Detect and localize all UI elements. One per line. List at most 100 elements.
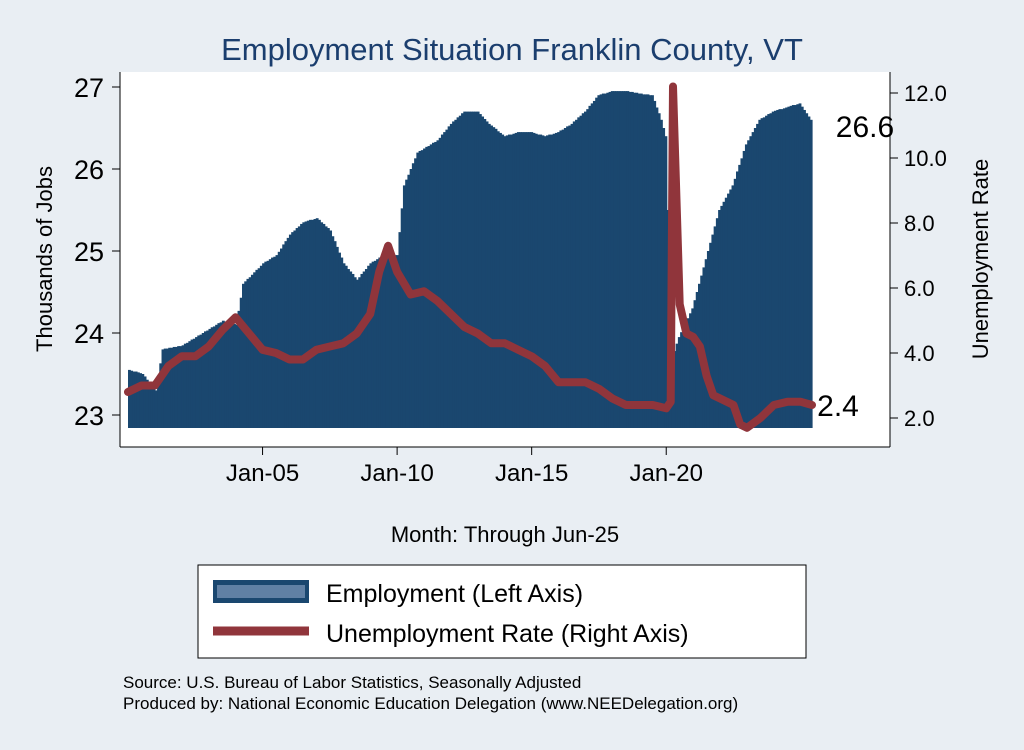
employment-bar bbox=[809, 119, 813, 429]
employment-bar bbox=[192, 338, 196, 428]
employment-bar bbox=[622, 91, 625, 428]
employment-bar bbox=[344, 265, 348, 428]
employment-bar bbox=[744, 144, 748, 428]
employment-bar bbox=[277, 251, 281, 428]
employment-bar bbox=[326, 228, 330, 428]
employment-bar bbox=[548, 134, 552, 428]
employment-bar bbox=[637, 93, 641, 428]
employment-bar bbox=[563, 128, 567, 428]
employment-bar bbox=[626, 91, 630, 428]
employment-bar bbox=[780, 109, 784, 428]
employment-bar bbox=[523, 132, 527, 428]
employment-bar bbox=[720, 205, 724, 428]
employment-bar bbox=[364, 269, 368, 428]
employment-bar bbox=[228, 322, 232, 428]
employment-bar bbox=[360, 273, 364, 428]
employment-bar bbox=[376, 259, 379, 428]
employment-bar bbox=[282, 244, 286, 428]
employment-bar bbox=[613, 91, 616, 428]
employment-bar bbox=[756, 123, 759, 429]
employment-bar bbox=[601, 93, 605, 428]
employment-bar bbox=[128, 369, 131, 428]
employment-bar bbox=[275, 255, 279, 428]
employment-bar bbox=[639, 93, 643, 428]
employment-bar bbox=[139, 373, 143, 428]
employment-bar bbox=[302, 222, 306, 428]
employment-bar bbox=[382, 255, 386, 428]
employment-bar bbox=[322, 223, 326, 428]
employment-bar bbox=[154, 390, 158, 428]
employment-bar bbox=[749, 136, 753, 428]
employment-bar bbox=[447, 126, 451, 429]
employment-bar bbox=[358, 277, 362, 428]
employment-bar bbox=[751, 132, 755, 428]
employment-bar bbox=[329, 230, 333, 428]
unemployment-line-path bbox=[124, 82, 816, 432]
employment-bar bbox=[369, 263, 373, 428]
employment-bar bbox=[771, 111, 775, 428]
employment-bar bbox=[633, 92, 637, 429]
employment-bar bbox=[206, 330, 210, 428]
x-tick-label: Jan-15 bbox=[495, 460, 568, 487]
employment-bar bbox=[635, 92, 639, 429]
employment-bar bbox=[487, 123, 491, 429]
employment-bar bbox=[662, 128, 666, 428]
employment-bar bbox=[349, 271, 353, 428]
employment-bar bbox=[197, 335, 201, 428]
source-note: Source: U.S. Bureau of Labor Statistics,… bbox=[123, 673, 581, 692]
employment-bar bbox=[286, 237, 290, 428]
employment-bar bbox=[237, 310, 241, 428]
employment-bar bbox=[449, 123, 453, 429]
employment-bar bbox=[130, 370, 134, 428]
employment-bar bbox=[373, 260, 377, 428]
employment-bar bbox=[530, 132, 534, 428]
employment-bar bbox=[385, 255, 388, 428]
employment-bar bbox=[572, 121, 576, 428]
y-right-axis-title: Unemployment Rate bbox=[968, 159, 993, 360]
employment-bar bbox=[217, 323, 221, 428]
y-left-tick-label: 24 bbox=[74, 319, 104, 349]
employment-bar bbox=[163, 348, 167, 428]
employment-bar bbox=[664, 136, 668, 428]
employment-bar bbox=[454, 119, 458, 429]
employment-bar bbox=[595, 97, 599, 428]
employment-bar bbox=[195, 337, 198, 428]
employment-bar bbox=[800, 106, 804, 429]
employment-bar bbox=[796, 104, 800, 428]
employment-bar bbox=[512, 133, 516, 429]
employment-bar bbox=[134, 371, 138, 428]
employment-bar bbox=[199, 334, 203, 428]
employment-bar bbox=[362, 271, 366, 428]
employment-bar bbox=[351, 273, 355, 428]
employment-bar bbox=[677, 337, 681, 428]
employment-bar bbox=[215, 324, 219, 428]
legend: Employment (Left Axis) Unemployment Rate… bbox=[197, 564, 807, 659]
employment-bar bbox=[226, 322, 230, 428]
employment-bar bbox=[599, 94, 603, 428]
employment-bar bbox=[787, 106, 791, 429]
employment-bar bbox=[391, 255, 395, 428]
employment-bar bbox=[409, 169, 413, 428]
employment-bar bbox=[152, 387, 156, 428]
employment-bar bbox=[183, 343, 187, 428]
employment-bar bbox=[295, 228, 299, 428]
employment-bar bbox=[150, 384, 154, 428]
employment-bar bbox=[136, 372, 140, 428]
employment-bar bbox=[224, 321, 227, 428]
employment-bar bbox=[407, 174, 411, 428]
employment-bar bbox=[306, 220, 310, 428]
employment-bar bbox=[347, 269, 350, 428]
employment-bar bbox=[380, 256, 384, 428]
employment-bar bbox=[742, 150, 746, 428]
employment-bar bbox=[170, 347, 174, 428]
y-right-tick-label: 8.0 bbox=[904, 211, 935, 236]
employment-bar bbox=[731, 185, 735, 428]
employment-bar bbox=[646, 94, 650, 428]
employment-bar bbox=[434, 141, 438, 428]
employment-bar bbox=[552, 133, 556, 429]
employment-bar bbox=[438, 137, 442, 428]
employment-bar bbox=[604, 93, 607, 428]
employment-bar bbox=[579, 115, 583, 428]
employment-bar bbox=[615, 91, 619, 428]
employment-bar bbox=[208, 328, 212, 428]
